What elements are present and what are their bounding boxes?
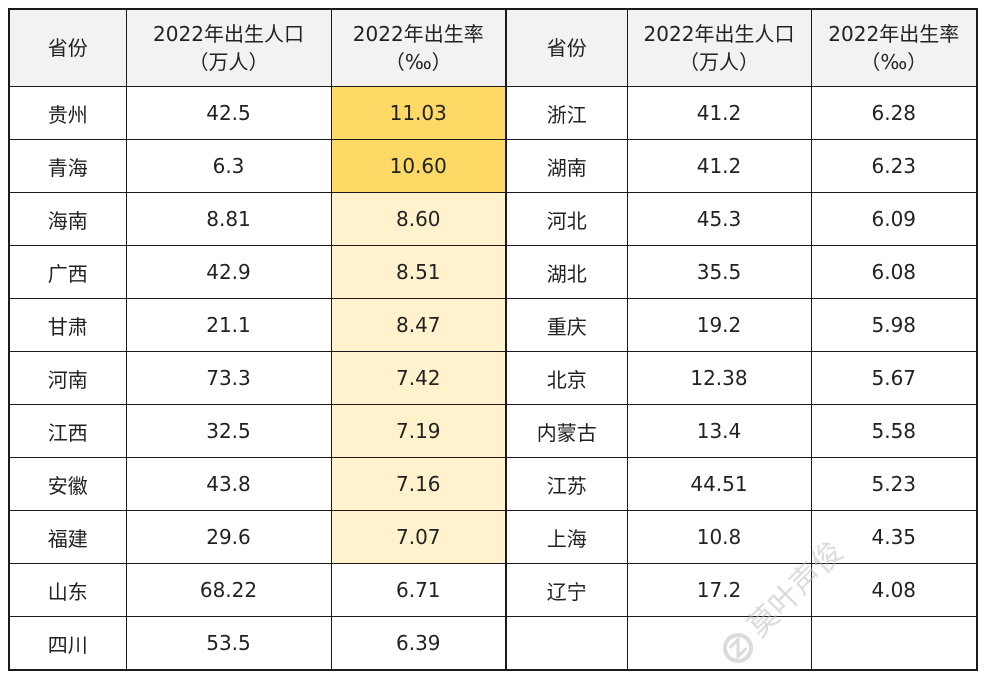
rate-left-cell: 8.51 [330, 245, 507, 299]
province-right-cell: 内蒙古 [505, 404, 628, 458]
rate-left-cell: 11.03 [330, 86, 507, 140]
rate-right-cell: 5.58 [810, 404, 978, 458]
rate-left-cell: 6.71 [330, 563, 507, 617]
population-right-cell: 41.2 [626, 139, 812, 193]
province-left-cell: 甘肃 [8, 298, 127, 352]
table-row: 海南 8.81 8.60 河北 45.3 6.09 [8, 192, 978, 246]
province-right-cell: 浙江 [505, 86, 628, 140]
table-row: 广西 42.9 8.51 湖北 35.5 6.08 [8, 245, 978, 299]
rate-left-cell: 7.19 [330, 404, 507, 458]
population-right-cell: 13.4 [626, 404, 812, 458]
province-right-cell: 河北 [505, 192, 628, 246]
population-right-cell: 10.8 [626, 510, 812, 564]
table-row: 安徽 43.8 7.16 江苏 44.51 5.23 [8, 457, 978, 511]
rate-right-cell: 6.23 [810, 139, 978, 193]
province-left-cell: 贵州 [8, 86, 127, 140]
province-left-cell: 海南 [8, 192, 127, 246]
rate-left-cell: 10.60 [330, 139, 507, 193]
population-left-cell: 42.5 [125, 86, 332, 140]
province-right-cell: 重庆 [505, 298, 628, 352]
rate-right-cell: 5.98 [810, 298, 978, 352]
header-rate-right: 2022年出生率 （‰） [810, 8, 978, 87]
rate-right-cell: 4.35 [810, 510, 978, 564]
rate-right-cell [810, 616, 978, 671]
province-right-cell [505, 616, 628, 671]
province-right-cell: 江苏 [505, 457, 628, 511]
population-right-cell: 45.3 [626, 192, 812, 246]
population-left-cell: 53.5 [125, 616, 332, 671]
province-right-cell: 上海 [505, 510, 628, 564]
rate-left-cell: 7.16 [330, 457, 507, 511]
rate-right-cell: 4.08 [810, 563, 978, 617]
population-left-cell: 8.81 [125, 192, 332, 246]
rate-right-cell: 6.08 [810, 245, 978, 299]
province-right-cell: 湖南 [505, 139, 628, 193]
rate-right-cell: 6.28 [810, 86, 978, 140]
province-left-cell: 福建 [8, 510, 127, 564]
province-left-cell: 广西 [8, 245, 127, 299]
population-left-cell: 73.3 [125, 351, 332, 405]
province-left-cell: 四川 [8, 616, 127, 671]
header-rate-left: 2022年出生率 （‰） [330, 8, 507, 87]
province-right-cell: 辽宁 [505, 563, 628, 617]
population-right-cell: 35.5 [626, 245, 812, 299]
table-row: 四川 53.5 6.39 [8, 616, 978, 671]
population-left-cell: 6.3 [125, 139, 332, 193]
rate-right-cell: 5.67 [810, 351, 978, 405]
population-left-cell: 43.8 [125, 457, 332, 511]
population-left-cell: 42.9 [125, 245, 332, 299]
table-row: 山东 68.22 6.71 辽宁 17.2 4.08 [8, 563, 978, 617]
population-left-cell: 68.22 [125, 563, 332, 617]
header-row: 省份 2022年出生人口 （万人） 2022年出生率 （‰） 省份 2022年出生人… [8, 8, 978, 87]
table-row: 河南 73.3 7.42 北京 12.38 5.67 [8, 351, 978, 405]
province-left-cell: 江西 [8, 404, 127, 458]
province-right-cell: 北京 [505, 351, 628, 405]
rate-left-cell: 7.07 [330, 510, 507, 564]
table-row: 甘肃 21.1 8.47 重庆 19.2 5.98 [8, 298, 978, 352]
table-row: 福建 29.6 7.07 上海 10.8 4.35 [8, 510, 978, 564]
rate-left-cell: 7.42 [330, 351, 507, 405]
header-province-right: 省份 [505, 8, 628, 87]
province-left-cell: 安徽 [8, 457, 127, 511]
rate-right-cell: 5.23 [810, 457, 978, 511]
population-right-cell [626, 616, 812, 671]
header-population-right: 2022年出生人口 （万人） [626, 8, 812, 87]
rate-left-cell: 6.39 [330, 616, 507, 671]
province-left-cell: 山东 [8, 563, 127, 617]
province-right-cell: 湖北 [505, 245, 628, 299]
population-left-cell: 32.5 [125, 404, 332, 458]
table-body: 贵州 42.5 11.03 浙江 41.2 6.28 青海 6.3 10.60 湖南 41.2 6.2… [8, 86, 978, 671]
province-left-cell: 青海 [8, 139, 127, 193]
table-row: 江西 32.5 7.19 内蒙古 13.4 5.58 [8, 404, 978, 458]
rate-left-cell: 8.60 [330, 192, 507, 246]
population-right-cell: 17.2 [626, 563, 812, 617]
header-population-left: 2022年出生人口 （万人） [125, 8, 332, 87]
population-right-cell: 41.2 [626, 86, 812, 140]
population-right-cell: 19.2 [626, 298, 812, 352]
population-left-cell: 29.6 [125, 510, 332, 564]
table-row: 青海 6.3 10.60 湖南 41.2 6.23 [8, 139, 978, 193]
province-left-cell: 河南 [8, 351, 127, 405]
population-right-cell: 12.38 [626, 351, 812, 405]
birth-rate-table: 省份 2022年出生人口 （万人） 2022年出生率 （‰） 省份 2022年出生人… [8, 8, 978, 671]
population-right-cell: 44.51 [626, 457, 812, 511]
rate-right-cell: 6.09 [810, 192, 978, 246]
table-row: 贵州 42.5 11.03 浙江 41.2 6.28 [8, 86, 978, 140]
population-left-cell: 21.1 [125, 298, 332, 352]
rate-left-cell: 8.47 [330, 298, 507, 352]
header-province-left: 省份 [8, 8, 127, 87]
